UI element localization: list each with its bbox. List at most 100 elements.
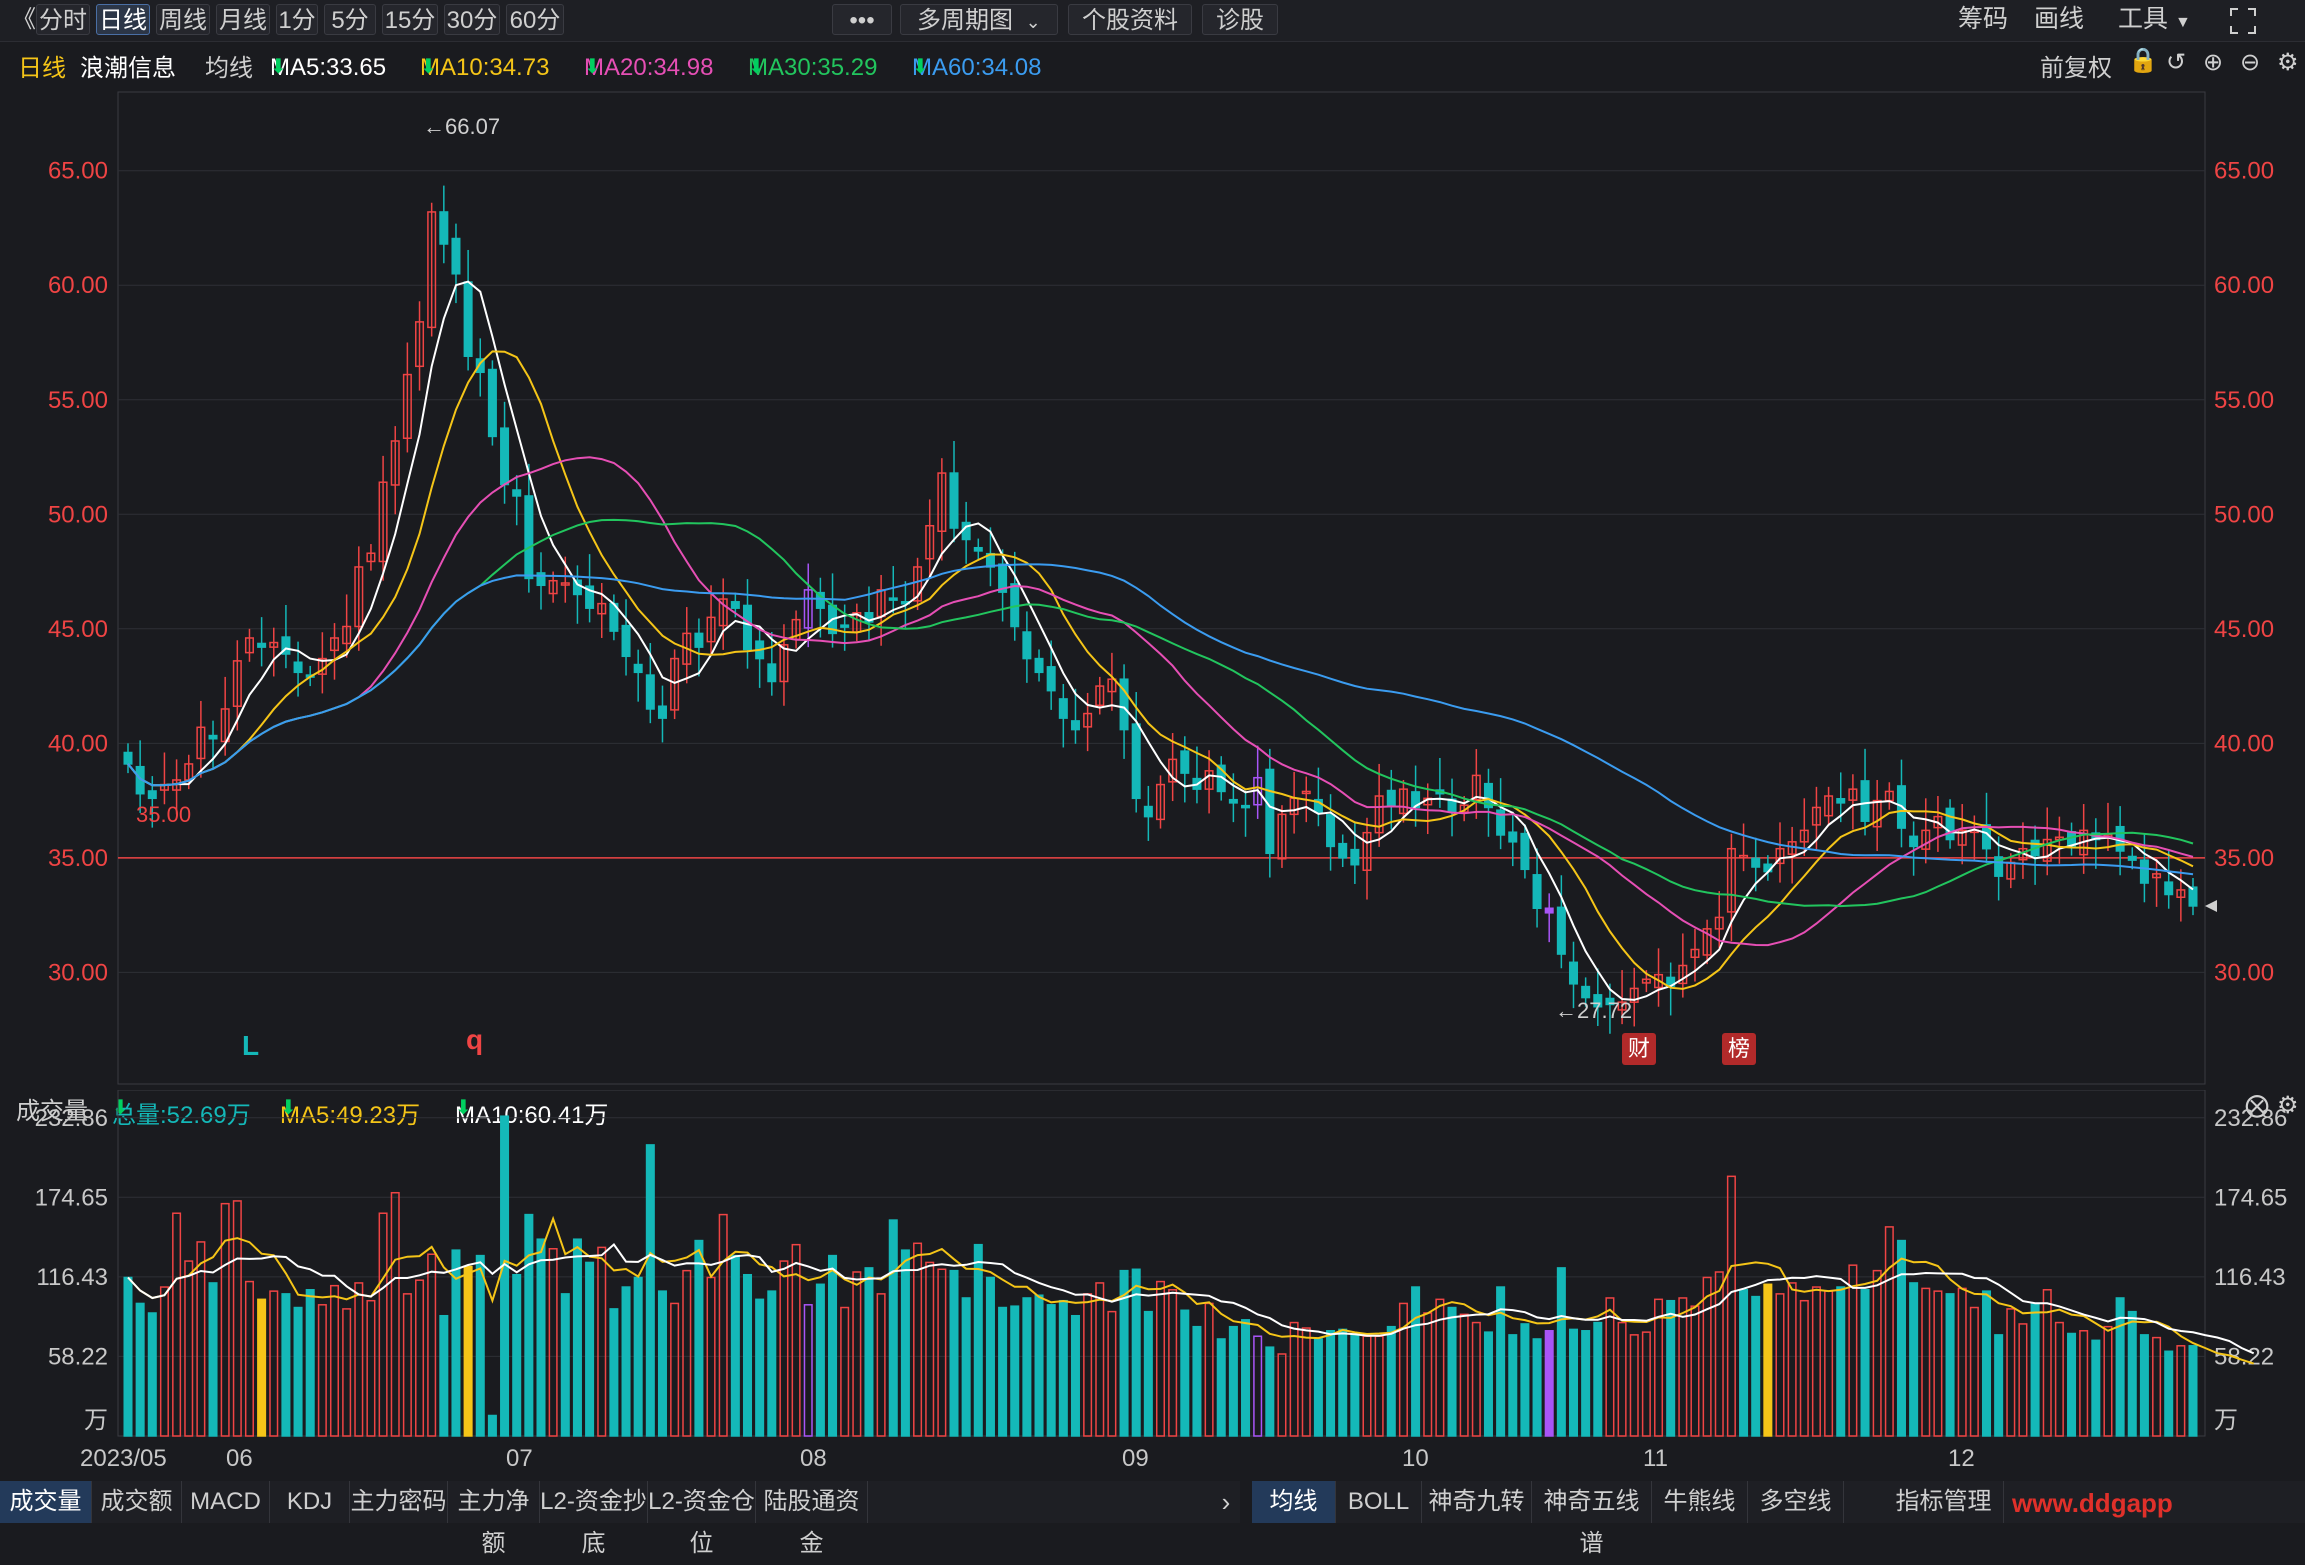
volume-bar xyxy=(840,1306,850,1437)
candle-body xyxy=(670,657,680,711)
indicator-tab-6[interactable]: L2-资金抄底 xyxy=(540,1481,648,1557)
period-button-3[interactable]: 月线 xyxy=(216,4,270,35)
indicator-tab-1[interactable]: 成交额 xyxy=(92,1481,182,1523)
more-button[interactable]: ••• xyxy=(832,4,892,35)
close-circle-icon[interactable]: ⨂ xyxy=(2245,1092,2269,1119)
volume-bar xyxy=(257,1298,267,1437)
period-button-1[interactable]: 日线 xyxy=(96,4,150,35)
candle xyxy=(512,475,522,526)
candle xyxy=(791,610,801,649)
adjust-mode[interactable]: 前复权 xyxy=(2040,55,2112,82)
period-button-4[interactable]: 1分 xyxy=(276,4,318,35)
volume-bar xyxy=(147,1312,157,1437)
volume-bar xyxy=(597,1246,607,1437)
price-tick-right: 65.00 xyxy=(2214,158,2274,185)
indicator-tab-2[interactable]: MACD xyxy=(182,1481,270,1523)
back-icon[interactable]: 《 xyxy=(12,6,36,33)
draw-button[interactable]: 画线 xyxy=(2034,5,2085,33)
volume-bar xyxy=(1654,1298,1664,1437)
volume-plot-frame xyxy=(117,1090,2206,1437)
volume-chart[interactable]: 232.86 232.86 174.65 174.65 116.43 116.43 58.2… xyxy=(0,1090,2305,1438)
settings-gear-icon[interactable]: ⚙ xyxy=(2277,49,2299,76)
price-tick-left: 30.00 xyxy=(48,959,108,986)
candle xyxy=(1447,778,1457,837)
volume-bar xyxy=(815,1283,825,1437)
indicator-tab-5[interactable]: 主力净额 xyxy=(448,1481,540,1557)
candle xyxy=(1338,834,1348,868)
candle-body xyxy=(2139,859,2149,884)
undo-icon[interactable]: ↺ xyxy=(2166,49,2187,76)
diagnose-button[interactable]: 诊股 xyxy=(1202,4,1278,35)
zoom-in-icon[interactable]: ⊕ xyxy=(2203,49,2224,76)
candle xyxy=(1702,919,1712,965)
volume-bar xyxy=(1241,1319,1251,1437)
candle-body xyxy=(1362,831,1372,871)
marker-L[interactable]: L xyxy=(242,1030,260,1061)
overlay-tab-5[interactable]: 多空线 xyxy=(1748,1481,1844,1523)
price-plot-frame xyxy=(117,91,2206,1085)
stock-name[interactable]: 浪潮信息 xyxy=(80,55,176,82)
chips-button[interactable]: 筹码 xyxy=(1958,5,2009,33)
candle xyxy=(694,618,704,677)
overlay-tab-1[interactable]: BOLL xyxy=(1336,1481,1422,1523)
period-button-7[interactable]: 30分 xyxy=(444,4,500,35)
period-button-2[interactable]: 周线 xyxy=(156,4,210,35)
indicator-tab-7[interactable]: L2-资金仓位 xyxy=(648,1481,756,1557)
chevron-right-icon[interactable]: › xyxy=(1221,1487,1231,1517)
stock-profile-button[interactable]: 个股资料 xyxy=(1068,4,1192,35)
overlay-tab-6[interactable]: 指标管理 xyxy=(1884,1481,2004,1523)
indicator-tab-8[interactable]: 陆股通资金 xyxy=(756,1481,868,1557)
volume-bar xyxy=(900,1249,910,1437)
list-badge[interactable]: 榜 xyxy=(1722,1033,1756,1065)
candle xyxy=(1083,692,1093,752)
period-button-5[interactable]: 5分 xyxy=(324,4,376,35)
candle xyxy=(633,649,643,702)
indicator-tab-3[interactable]: KDJ xyxy=(270,1481,350,1523)
price-chart[interactable]: 65.00 65.00 60.00 60.00 55.00 55.00 50.00 50.00… xyxy=(0,82,2305,1087)
indicator-tab-4[interactable]: 主力密码 xyxy=(350,1481,448,1523)
lock-icon[interactable]: 🔒 xyxy=(2128,47,2158,74)
candle-body xyxy=(1532,874,1542,909)
indicator-tab-0[interactable]: 成交量 xyxy=(0,1481,92,1523)
candle-body xyxy=(1605,997,1615,1006)
candle-body xyxy=(1034,657,1044,674)
overlay-tab-0[interactable]: 均线 xyxy=(1252,1481,1336,1523)
candle xyxy=(2164,850,2174,909)
expand-icon[interactable] xyxy=(2228,6,2258,36)
candle-body xyxy=(1751,857,1761,868)
volume-bar xyxy=(2030,1302,2040,1437)
period-button-6[interactable]: 15分 xyxy=(382,4,438,35)
candle xyxy=(621,599,631,676)
overlay-tab-3[interactable]: 神奇五线谱 xyxy=(1532,1481,1652,1557)
volume-bar xyxy=(961,1297,971,1437)
volume-bar xyxy=(196,1241,206,1437)
period-button-8[interactable]: 60分 xyxy=(506,4,564,35)
volume-bar xyxy=(1010,1305,1020,1437)
zoom-out-icon[interactable]: ⊖ xyxy=(2240,49,2261,76)
volume-bar xyxy=(1593,1321,1603,1437)
overlay-tab-4[interactable]: 牛熊线 xyxy=(1652,1481,1748,1523)
gear-icon[interactable]: ⚙ xyxy=(2277,1092,2299,1119)
volume-bar xyxy=(390,1191,400,1437)
volume-bar xyxy=(2018,1323,2028,1437)
period-button-0[interactable]: 分时 xyxy=(36,4,90,35)
volume-title[interactable]: 成交量 xyxy=(16,1098,88,1125)
overlay-tab-2[interactable]: 神奇九转 xyxy=(1422,1481,1532,1523)
multi-period-dropdown[interactable]: 多周期图 ⌄ xyxy=(900,4,1058,35)
volume-bar xyxy=(1678,1297,1688,1437)
marker-q[interactable]: q xyxy=(466,1024,484,1055)
volume-bar xyxy=(1629,1334,1639,1437)
ma-label[interactable]: 均线 xyxy=(205,55,253,82)
tools-menu[interactable]: 工具 ▼ xyxy=(2118,4,2191,35)
volume-bar xyxy=(1143,1310,1153,1437)
candle xyxy=(2103,802,2113,851)
finance-badge[interactable]: 财 xyxy=(1622,1033,1656,1065)
volume-tick-left: 174.65 xyxy=(35,1184,108,1211)
volume-bar xyxy=(1253,1335,1263,1437)
candle-body xyxy=(973,546,983,552)
price-tick-right: 40.00 xyxy=(2214,730,2274,757)
candle xyxy=(1508,811,1518,867)
volume-bar xyxy=(1994,1334,2004,1437)
candle xyxy=(670,649,680,720)
candle xyxy=(1034,649,1044,682)
